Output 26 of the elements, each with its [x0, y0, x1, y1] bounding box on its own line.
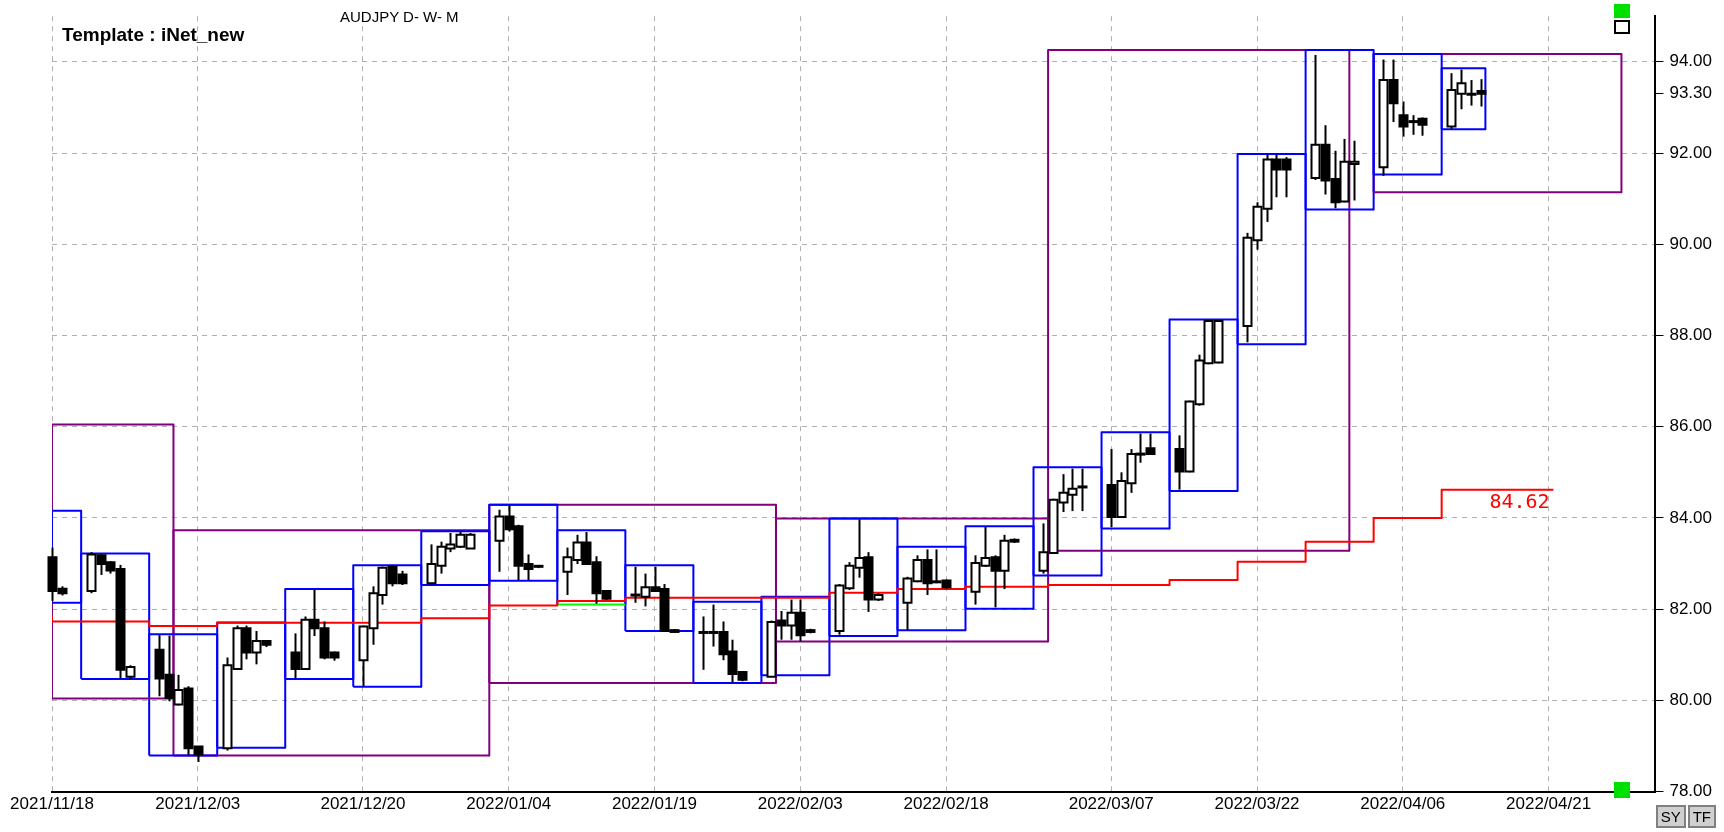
x-tick-label: 2022/01/19: [611, 794, 698, 814]
y-tick-label: 82.00: [1669, 598, 1713, 618]
x-tick-label: 2021/11/18: [10, 794, 94, 814]
x-tick-label: 2021/12/20: [320, 794, 406, 814]
x-tick-label: 2022/04/21: [1506, 794, 1592, 814]
y-tick-label: 92.00: [1669, 142, 1713, 162]
y-tick-label: 78.00: [1669, 781, 1713, 801]
y-tick-label: 86.00: [1669, 416, 1713, 436]
text: TF: [1687, 805, 1716, 828]
y-tick-label: 80.00: [1669, 690, 1713, 710]
y-tick-label: 90.00: [1669, 233, 1713, 253]
y-tick-label: 88.00: [1669, 325, 1713, 345]
x-tick-label: 2022/02/18: [903, 794, 989, 814]
x-tick-label: 2022/03/07: [1068, 794, 1154, 814]
x-tick-label: 2022/01/04: [466, 794, 552, 814]
x-tick-label: 2022/03/22: [1214, 794, 1300, 814]
annotation: 84.62: [1489, 488, 1550, 513]
x-tick-label: 2022/02/03: [757, 794, 843, 814]
x-tick-label: 2021/12/03: [155, 794, 241, 814]
y-tick-label: 94.00: [1669, 51, 1713, 71]
y-tick-label: 84.00: [1669, 507, 1713, 527]
chart-subtitle: Template : iNet_new: [62, 24, 245, 46]
text: SY: [1655, 805, 1686, 828]
x-tick-label: 2022/04/06: [1360, 794, 1446, 814]
chart-title: AUDJPY D- W- M: [340, 8, 459, 25]
y-tick-label: 93.30: [1669, 83, 1713, 103]
